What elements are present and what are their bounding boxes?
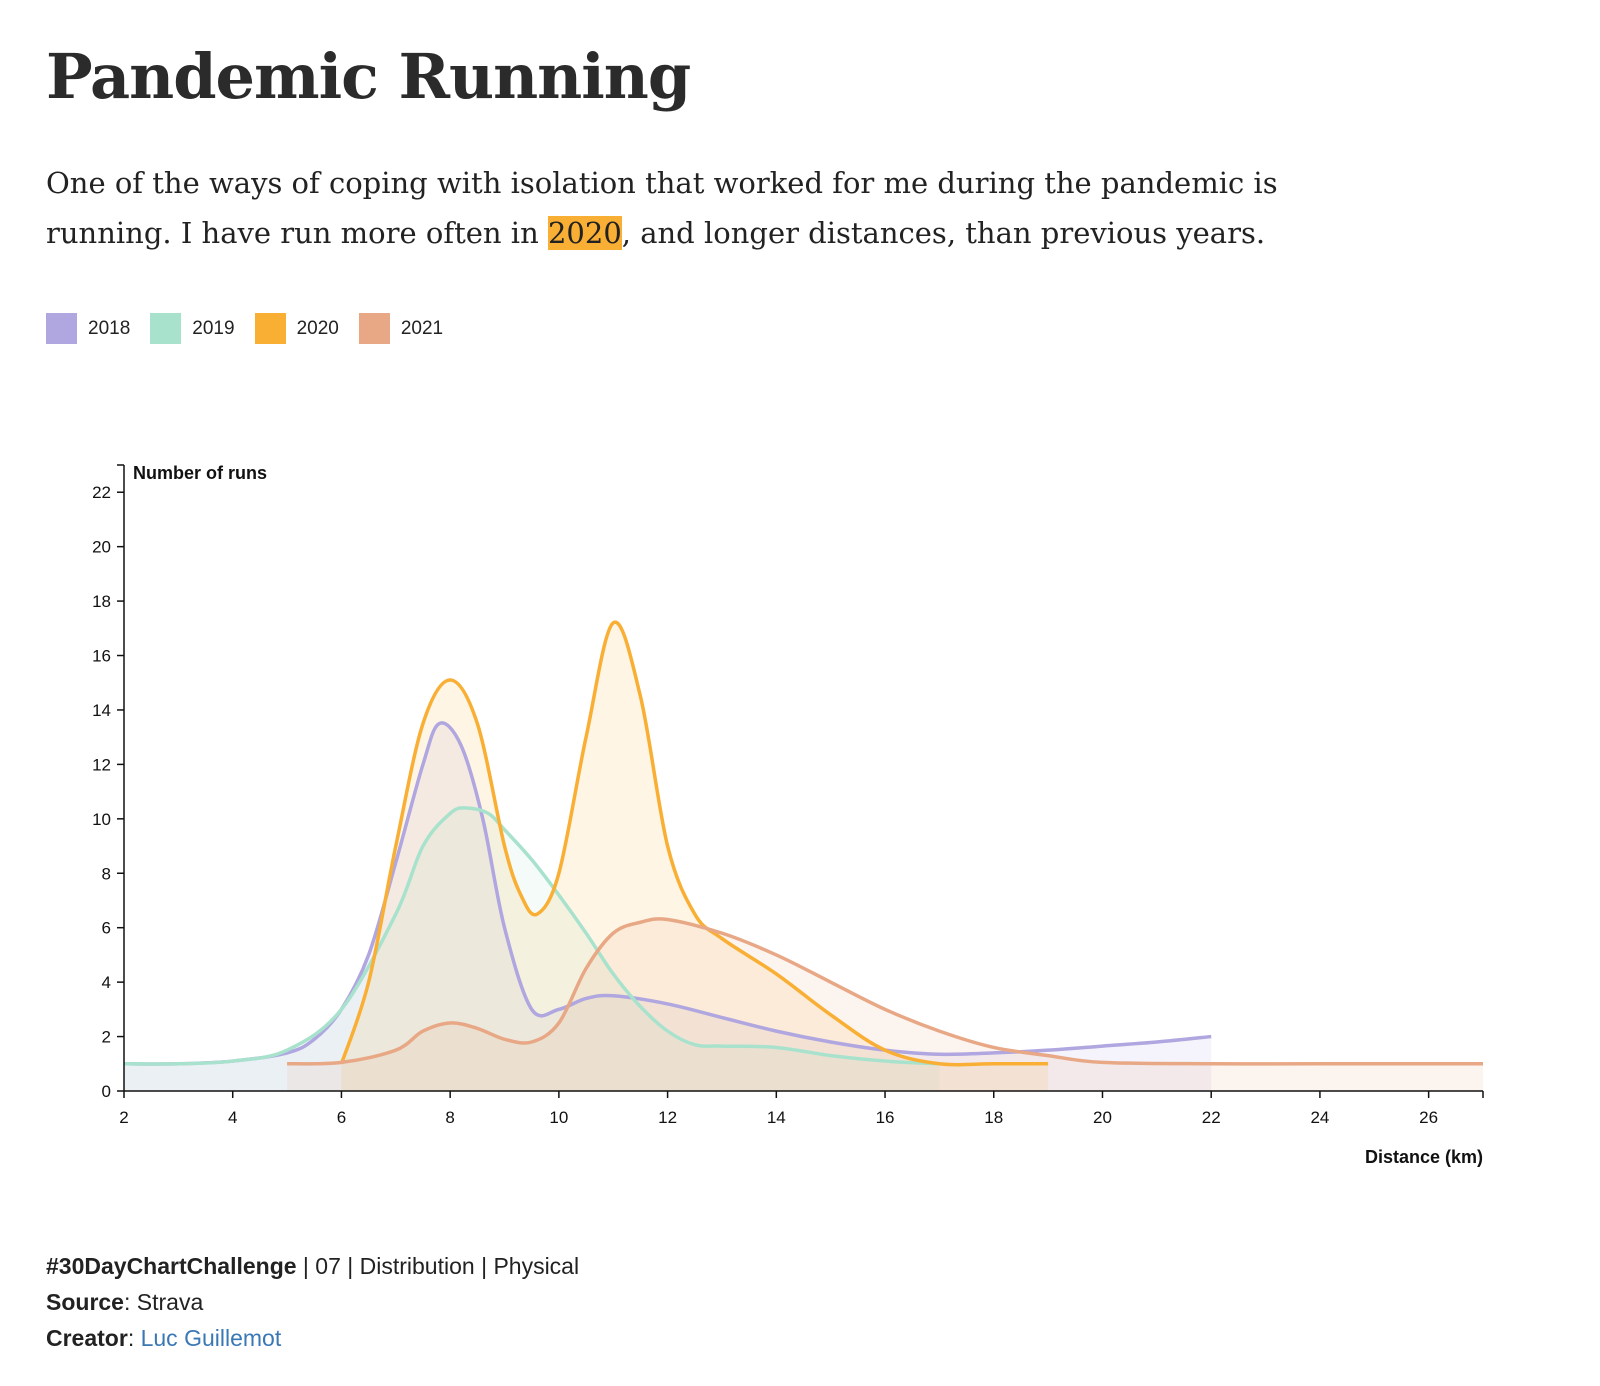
legend-label-2018: 2018 xyxy=(88,317,131,339)
y-tick-label: 18 xyxy=(92,592,111,611)
legend-swatch-2020 xyxy=(254,313,286,344)
legend-swatch-2018 xyxy=(46,313,77,344)
line-2019 xyxy=(123,806,940,1066)
legend-item-2021: 2021 xyxy=(358,313,444,344)
line-2021 xyxy=(287,917,1483,1066)
legend-item-2018: 2018 xyxy=(46,313,130,344)
y-tick-label: 0 xyxy=(102,1082,111,1101)
intro-line2-after: , and longer distances, than previous ye… xyxy=(621,216,1266,250)
x-tick-label: 6 xyxy=(337,1108,346,1127)
series-lines xyxy=(123,620,1483,1067)
creator-link[interactable]: Luc Guillemot xyxy=(140,1325,282,1351)
challenge-rest: | 07 | Distribution | Physical xyxy=(296,1253,580,1279)
series-areas xyxy=(124,622,1484,1091)
source-value: : Strava xyxy=(123,1289,204,1315)
creator-sep: : xyxy=(127,1325,141,1351)
intro-highlight: 2020 xyxy=(547,216,622,250)
y-axis-label: Number of runs xyxy=(133,463,267,483)
footer-creator: Creator: Luc Guillemot xyxy=(46,1320,579,1356)
legend-label-2019: 2019 xyxy=(192,317,235,339)
intro-line1: One of the ways of coping with isolation… xyxy=(46,166,1278,200)
x-tick-label: 18 xyxy=(984,1108,1003,1127)
x-tick-label: 16 xyxy=(876,1108,895,1127)
legend-label-2021: 2021 xyxy=(400,317,444,339)
footer-source: Source: Strava xyxy=(46,1284,579,1320)
footer-challenge: #30DayChartChallenge | 07 | Distribution… xyxy=(46,1248,579,1284)
y-tick-label: 4 xyxy=(102,973,111,992)
x-tick-label: 8 xyxy=(445,1108,454,1127)
legend: 2018 2019 2020 2021 xyxy=(46,313,463,344)
intro-text: One of the ways of coping with isolation… xyxy=(46,158,1366,258)
y-tick-label: 10 xyxy=(92,810,111,829)
legend-swatch-2021 xyxy=(358,313,390,344)
x-tick-label: 14 xyxy=(767,1108,786,1127)
x-tick-label: 24 xyxy=(1310,1108,1329,1127)
y-tick-label: 22 xyxy=(92,483,111,502)
x-tick-label: 26 xyxy=(1419,1108,1438,1127)
area-2019 xyxy=(124,807,940,1091)
y-tick-label: 2 xyxy=(102,1028,111,1047)
y-tick-label: 12 xyxy=(92,755,111,774)
x-tick-label: 4 xyxy=(228,1108,237,1127)
x-tick-label: 2 xyxy=(119,1108,128,1127)
legend-item-2019: 2019 xyxy=(150,313,235,344)
creator-label: Creator xyxy=(46,1325,128,1351)
x-axis-label: Distance (km) xyxy=(1365,1147,1483,1167)
footer: #30DayChartChallenge | 07 | Distribution… xyxy=(46,1248,579,1356)
x-tick-label: 12 xyxy=(658,1108,677,1127)
line-2020 xyxy=(339,620,1049,1067)
x-tick-label: 20 xyxy=(1093,1108,1112,1127)
area-2021 xyxy=(287,918,1484,1091)
area-2018 xyxy=(124,722,1212,1091)
y-tick-label: 20 xyxy=(92,538,111,557)
y-tick-label: 14 xyxy=(92,701,111,720)
page-title: Pandemic Running xyxy=(46,40,691,113)
legend-label-2020: 2020 xyxy=(296,317,339,339)
legend-item-2020: 2020 xyxy=(254,313,339,344)
x-tick-label: 10 xyxy=(549,1108,568,1127)
intro-line2-before: running. I have run more often in xyxy=(46,216,548,250)
challenge-tag: #30DayChartChallenge xyxy=(46,1253,297,1279)
y-tick-label: 6 xyxy=(102,919,111,938)
source-label: Source xyxy=(46,1289,124,1315)
y-tick-label: 8 xyxy=(102,864,111,883)
x-tick-label: 22 xyxy=(1202,1108,1221,1127)
y-tick-label: 16 xyxy=(92,647,111,666)
legend-swatch-2019 xyxy=(150,313,182,344)
